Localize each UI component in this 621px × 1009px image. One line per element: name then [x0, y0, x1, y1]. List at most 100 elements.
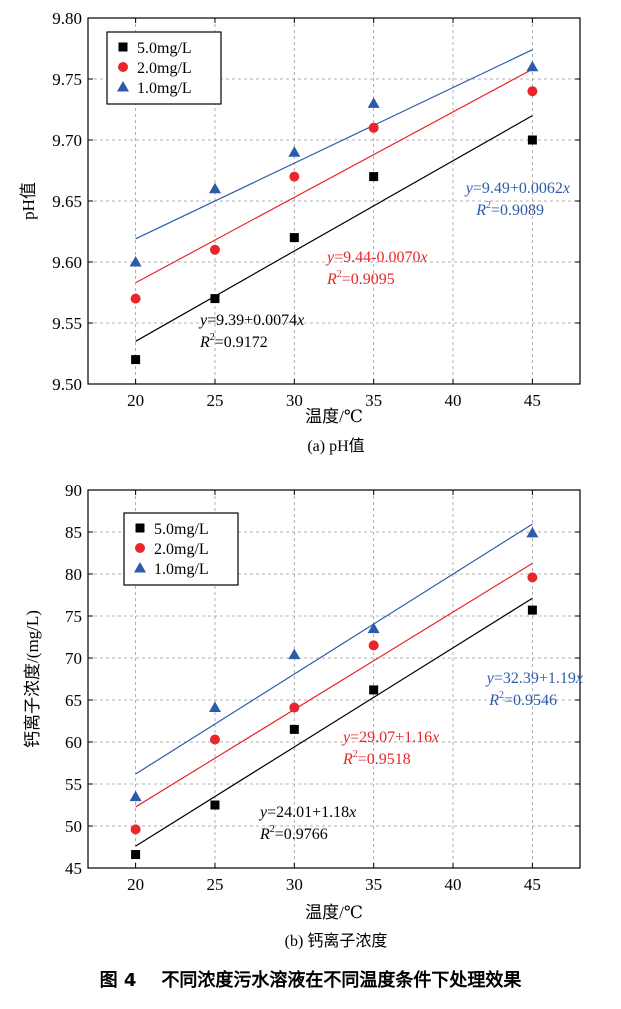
- data-point: [527, 135, 537, 145]
- fit-r-squared: R2=0.9546: [488, 690, 557, 709]
- y-tick-label: 45: [65, 859, 82, 878]
- r2-value: =0.9518: [358, 751, 411, 768]
- y-tick-label: 65: [65, 691, 82, 710]
- eq-var-x: x: [348, 804, 356, 821]
- r2-value: =0.9095: [342, 271, 395, 288]
- data-point: [210, 294, 220, 304]
- r2-symbol: R: [326, 271, 337, 288]
- x-tick-label: 40: [445, 391, 462, 410]
- r2-value: =0.9766: [275, 826, 328, 843]
- eq-body: =9.39+0.0074: [207, 312, 297, 329]
- eq-body: =9.44-0.0070: [334, 249, 420, 266]
- data-point: [131, 850, 141, 860]
- fit-line: [135, 562, 533, 808]
- y-tick-label: 9.70: [52, 131, 82, 150]
- y-tick-label: 85: [65, 523, 82, 542]
- r2-value: =0.9546: [504, 692, 557, 709]
- data-point: [289, 233, 299, 243]
- y-tick-label: 50: [65, 817, 82, 836]
- y-tick-label: 55: [65, 775, 82, 794]
- chart-ph: 20 25 30 35 40 45 9.50 9.55 9.60 9.65 9.70 9.75 9.80…: [19, 9, 581, 455]
- y-tick-label: 9.60: [52, 253, 82, 272]
- legend-label: 1.0mg/L: [154, 561, 209, 578]
- fit-r-squared: R2=0.9095: [326, 269, 395, 288]
- y-axis-label: pH值: [19, 182, 38, 220]
- x-tick-label: 20: [127, 391, 144, 410]
- r2-superscript: 2: [210, 332, 215, 343]
- eq-var-y: y: [485, 670, 495, 687]
- figure-canvas: 20 25 30 35 40 45 9.50 9.55 9.60 9.65 9.70 9.75 9.80…: [19, 9, 583, 950]
- fit-equation: y=29.07+1.16x: [341, 729, 439, 746]
- legend-label: 5.0mg/L: [154, 521, 209, 538]
- data-point: [289, 724, 299, 734]
- legend-label: 2.0mg/L: [137, 60, 192, 77]
- y-tick-label: 60: [65, 733, 82, 752]
- fit-equation: y=32.39+1.19x: [485, 670, 583, 687]
- data-point: [288, 146, 301, 157]
- r2-symbol: R: [199, 334, 210, 351]
- data-point: [129, 256, 142, 267]
- data-point: [526, 60, 539, 72]
- eq-var-y: y: [341, 729, 351, 746]
- data-point: [368, 640, 379, 651]
- eq-var-x: x: [296, 312, 304, 329]
- data-point: [208, 701, 221, 713]
- fit-equation: y=9.39+0.0074x: [198, 312, 304, 329]
- eq-var-x: x: [419, 249, 427, 266]
- data-point: [527, 86, 538, 97]
- legend-marker: [118, 62, 128, 72]
- y-tick-label: 9.75: [52, 70, 82, 89]
- x-tick-label: 30: [286, 875, 303, 894]
- x-tick-label: 20: [127, 875, 144, 894]
- data-point: [130, 824, 141, 835]
- fit-r-squared: R2=0.9172: [199, 332, 268, 351]
- y-tick-label: 9.50: [52, 375, 82, 394]
- legend-label: 1.0mg/L: [137, 80, 192, 97]
- eq-var-y: y: [464, 180, 474, 197]
- x-tick-label: 35: [365, 875, 382, 894]
- data-point: [129, 790, 142, 802]
- legend-marker: [135, 523, 145, 533]
- data-point: [367, 622, 380, 634]
- chart-calcium: 20 25 30 35 40 45 45 50 55 60 65 70 75 80 85 90 温度/℃ 钙离子浓…: [23, 481, 583, 950]
- r2-superscript: 2: [270, 824, 275, 835]
- fit-equation: y=9.49+0.0062x: [464, 180, 570, 197]
- figure-title-gap: [136, 970, 161, 991]
- figure-title: 图 4 不同浓度污水溶液在不同温度条件下处理效果: [0, 966, 621, 992]
- y-tick-label: 70: [65, 649, 82, 668]
- chart-caption: (b) 钙离子浓度: [285, 932, 388, 950]
- fit-line: [135, 49, 533, 240]
- x-tick-label: 30: [286, 391, 303, 410]
- fit-line: [135, 115, 533, 342]
- x-tick-label: 25: [206, 875, 223, 894]
- legend: 5.0mg/L 2.0mg/L 1.0mg/L: [123, 512, 239, 586]
- y-tick-label: 9.80: [52, 9, 82, 28]
- figure-title-text: 不同浓度污水溶液在不同温度条件下处理效果: [161, 970, 522, 991]
- y-tick-label: 75: [65, 607, 82, 626]
- data-point: [130, 293, 141, 304]
- legend-marker: [135, 543, 145, 553]
- eq-var-x: x: [431, 729, 439, 746]
- fit-line: [135, 597, 533, 847]
- eq-body: =32.39+1.19: [494, 670, 576, 687]
- data-point: [209, 244, 220, 255]
- figure-label: 图 4: [99, 970, 137, 991]
- plot-frame: [87, 489, 581, 869]
- eq-var-x: x: [575, 670, 583, 687]
- fit-equation: y=24.01+1.18x: [258, 804, 356, 821]
- data-point: [209, 734, 220, 745]
- x-tick-label: 45: [524, 391, 541, 410]
- legend-label: 2.0mg/L: [154, 541, 209, 558]
- eq-body: =29.07+1.16: [350, 729, 432, 746]
- data-point: [527, 572, 538, 583]
- r2-symbol: R: [475, 202, 486, 219]
- data-point: [131, 355, 141, 365]
- y-tick-label: 9.55: [52, 314, 82, 333]
- data-point: [527, 605, 537, 615]
- eq-var-x: x: [562, 180, 570, 197]
- legend-label: 5.0mg/L: [137, 40, 192, 57]
- fit-r-squared: R2=0.9518: [342, 749, 411, 768]
- legend-marker: [118, 42, 128, 52]
- fit-line: [135, 68, 533, 284]
- r2-symbol: R: [488, 692, 499, 709]
